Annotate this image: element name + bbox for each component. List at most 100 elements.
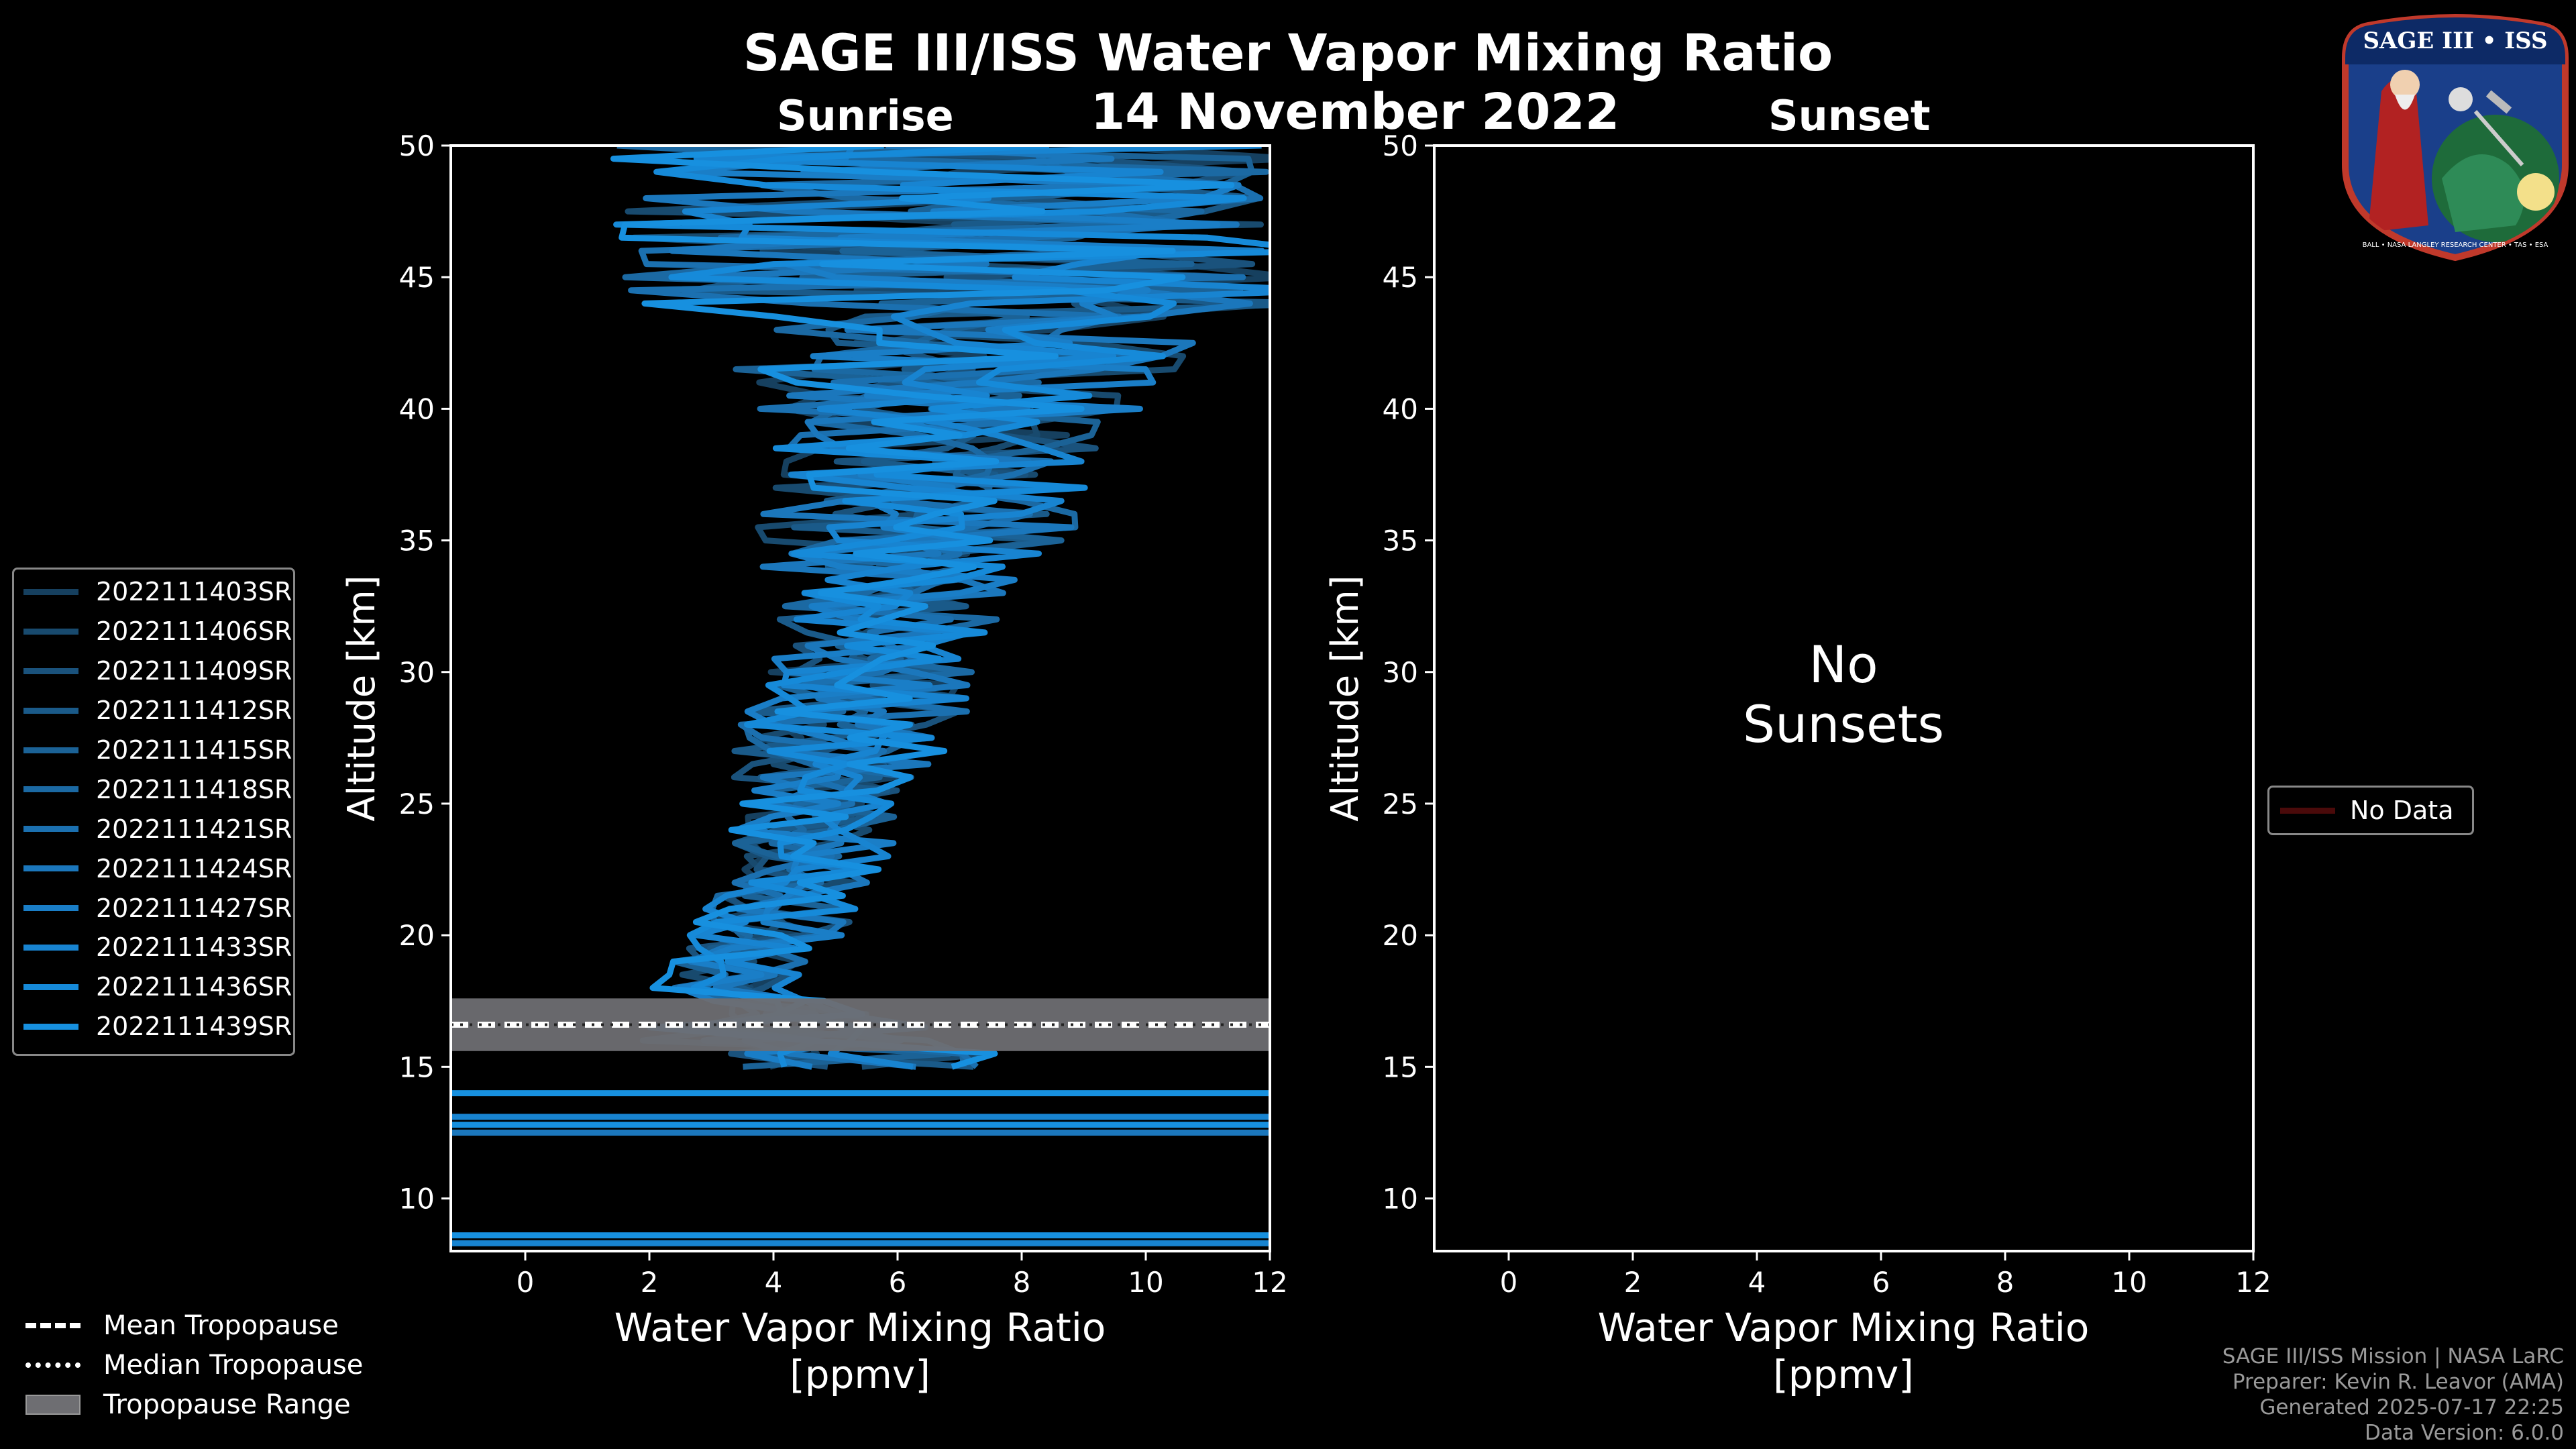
credits-preparer: Preparer: Kevin R. Leavor (AMA) [2232,1370,2564,1394]
legend-swatch [23,944,78,951]
sunrise-ytick-label: 25 [399,788,435,820]
sunset-ytick-label: 25 [1383,788,1418,820]
legend-item-2022111421SR: 2022111421SR [14,809,293,849]
sunrise-xtick-label: 12 [1252,1266,1287,1299]
mean-tropopause-label: Mean Tropopause [103,1310,339,1341]
legend-label: 2022111424SR [96,853,292,883]
profile-line-2022111439SR [610,146,1235,1070]
sunrise-plot: 0 2 4 6 8 10 12 10 15 20 25 30 35 40 45 50 Altitude [km… [340,129,1288,1397]
sunset-xtick-label: 6 [1872,1266,1890,1299]
legend-label-no-data: No Data [2350,796,2454,825]
legend-item-2022111427SR: 2022111427SR [14,888,293,928]
sunrise-legend: 2022111403SR 2022111406SR 2022111409SR 2022… [12,568,295,1056]
chart-title: SAGE III/ISS Water Vapor Mixing Ratio [743,23,1833,83]
sunset-ytick-label: 10 [1383,1183,1418,1216]
legend-item-2022111418SR: 2022111418SR [14,769,293,809]
legend-label: 2022111421SR [96,814,292,844]
legend-swatch-no-data [2280,807,2335,814]
no-sunsets-annotation: No Sunsets [1743,635,1944,754]
legend-swatch [23,786,78,793]
tropopause-range-label: Tropopause Range [103,1389,351,1420]
sunrise-ytick-label: 35 [399,525,435,557]
legend-item-2022111412SR: 2022111412SR [14,691,293,731]
legend-label: 2022111433SR [96,932,292,963]
mean-tropopause-swatch [25,1323,80,1328]
sunrise-xtick-label: 8 [1013,1266,1031,1299]
sunrise-xtick-label: 0 [517,1266,535,1299]
sunrise-xtick-label: 6 [889,1266,907,1299]
tropopause-range-swatch [25,1395,80,1415]
legend-tropopause-range: Tropopause Range [25,1389,351,1420]
sunrise-subtitle: Sunrise [777,91,954,140]
legend-item-2022111403SR: 2022111403SR [14,572,293,612]
sunrise-ytick-label: 10 [399,1183,435,1216]
sunset-xtick-label: 12 [2235,1266,2271,1299]
legend-swatch [23,747,78,753]
legend-swatch [23,588,78,595]
legend-swatch [23,826,78,833]
sunrise-axes-frame [449,144,1271,1252]
legend-label: 2022111409SR [96,656,292,686]
sunset-plot: 0 2 4 6 8 10 12 10 15 20 25 30 35 40 45 50 Altitude [km… [1324,129,2271,1397]
credits: SAGE III/ISS Mission | NASA LaRC Prepare… [2222,1344,2564,1446]
median-tropopause-swatch [25,1362,80,1368]
sunset-ytick-label: 30 [1383,656,1418,689]
legend-median-tropopause: Median Tropopause [25,1350,363,1381]
sunrise-ytick-label: 50 [399,129,435,162]
legend-swatch [23,1023,78,1030]
sunset-ytick-label: 15 [1383,1051,1418,1083]
legend-swatch [23,628,78,635]
sunset-y-label: Altitude [km] [1324,575,1367,821]
legend-swatch [23,983,78,990]
credits-generated: Generated 2025-07-17 22:25 [2259,1395,2564,1419]
sunset-xtick-label: 0 [1500,1266,1518,1299]
sunset-x-label: Water Vapor Mixing Ratio [ppmv] [1598,1305,2090,1397]
credits-mission: SAGE III/ISS Mission | NASA LaRC [2222,1344,2564,1368]
legend-label: 2022111412SR [96,696,292,726]
sunrise-ytick-label: 45 [399,261,435,294]
legend-label: 2022111439SR [96,1012,292,1042]
legend-item-2022111409SR: 2022111409SR [14,651,293,691]
sunset-xtick-label: 2 [1624,1266,1642,1299]
sunrise-ytick-label: 40 [399,392,435,425]
sunrise-xtick-label: 2 [641,1266,659,1299]
logo-top-text: SAGE III • ISS [2363,28,2547,54]
legend-item-2022111439SR: 2022111439SR [14,1007,293,1046]
chart-date: 14 November 2022 [1090,83,1620,141]
legend-item-2022111415SR: 2022111415SR [14,731,293,770]
profile-line-2022111436SR [613,146,1270,1068]
legend-swatch [23,905,78,912]
sunrise-ytick-label: 15 [399,1051,435,1083]
legend-item-2022111406SR: 2022111406SR [14,612,293,651]
sunrise-x-label: Water Vapor Mixing Ratio [ppmv] [614,1305,1106,1397]
sunrise-xtick-label: 4 [765,1266,783,1299]
legend-label: 2022111436SR [96,972,292,1002]
sunset-ytick-label: 40 [1383,392,1418,425]
logo-bottom-text: BALL • NASA LANGLEY RESEARCH CENTER • TA… [2363,241,2548,249]
legend-swatch [23,667,78,674]
legend-swatch [23,707,78,714]
legend-item-2022111424SR: 2022111424SR [14,849,293,888]
sunset-xtick-label: 10 [2111,1266,2147,1299]
sunset-ytick-label: 20 [1383,919,1418,952]
sunset-ytick-label: 35 [1383,525,1418,557]
legend-item-2022111436SR: 2022111436SR [14,967,293,1007]
legend-label: 2022111427SR [96,893,292,923]
sunset-axes-frame [1433,144,2255,1252]
credits-version: Data Version: 6.0.0 [2364,1421,2564,1445]
sunrise-ytick-label: 20 [399,919,435,952]
legend-label: 2022111406SR [96,616,292,647]
legend-label: 2022111418SR [96,774,292,804]
legend-label: 2022111403SR [96,577,292,607]
sunset-xtick-label: 4 [1748,1266,1766,1299]
sage-iii-mission-patch-logo: SAGE III • ISS BALL • NASA LANGLEY RESEA… [2342,14,2569,262]
legend-item-2022111433SR: 2022111433SR [14,928,293,967]
sunset-legend: No Data [2267,786,2474,835]
legend-mean-tropopause: Mean Tropopause [25,1310,339,1341]
legend-label: 2022111415SR [96,735,292,765]
sunrise-y-label: Altitude [km] [340,575,384,821]
sunset-ytick-label: 45 [1383,261,1418,294]
sunset-xtick-label: 8 [1996,1266,2015,1299]
sunset-ytick-label: 50 [1383,129,1418,162]
